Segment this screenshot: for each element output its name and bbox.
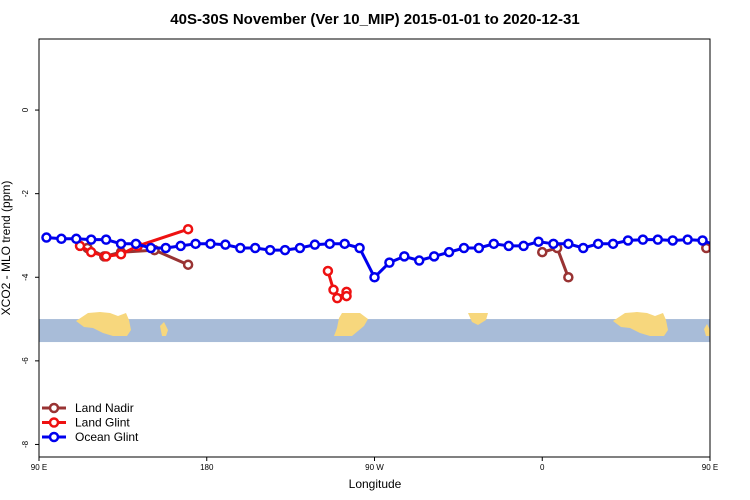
australia-landmass xyxy=(76,312,131,336)
data-point xyxy=(100,234,112,245)
series-land-glint xyxy=(74,223,710,304)
data-point xyxy=(384,257,395,268)
legend-swatch-marker xyxy=(48,431,60,443)
data-point xyxy=(548,238,559,250)
data-point xyxy=(637,234,649,245)
data-point xyxy=(220,239,231,250)
legend-item: Land Glint xyxy=(42,416,130,430)
land-shapes xyxy=(76,312,710,336)
data-point xyxy=(488,238,500,250)
new-zealand-landmass-repeat xyxy=(704,324,710,336)
data-point xyxy=(324,238,336,250)
data-point xyxy=(328,284,339,296)
chart-title: 40S-30S November (Ver 10_MIP) 2015-01-01… xyxy=(170,11,579,28)
x-axis-label: Longitude xyxy=(349,477,402,491)
data-point xyxy=(294,242,306,254)
legend-label: Ocean Glint xyxy=(75,430,139,444)
data-point xyxy=(533,236,544,247)
data-point xyxy=(331,292,343,304)
series-ocean-glint xyxy=(41,232,710,283)
data-point xyxy=(578,242,589,254)
data-point xyxy=(309,239,321,250)
series-line xyxy=(46,236,710,279)
map-strip xyxy=(39,312,710,343)
data-point xyxy=(205,238,216,250)
data-point xyxy=(85,246,97,258)
data-point xyxy=(473,242,485,254)
data-point xyxy=(182,259,194,270)
legend-item: Ocean Glint xyxy=(42,430,139,444)
data-point xyxy=(369,272,380,283)
y-tick-label: 0 xyxy=(21,107,30,112)
data-point xyxy=(592,238,604,250)
legend-item: Land Nadir xyxy=(42,401,134,415)
data-point xyxy=(41,232,52,243)
legend-label: Land Glint xyxy=(75,416,130,430)
data-point xyxy=(279,244,291,256)
data-point xyxy=(175,240,186,252)
data-point xyxy=(341,290,352,302)
ocean-band xyxy=(39,319,710,343)
y-axis-label: XCO2 - MLO trend (ppm) xyxy=(0,181,13,316)
legend-label: Land Nadir xyxy=(75,401,134,415)
data-point xyxy=(399,251,410,262)
data-point xyxy=(652,234,664,245)
data-point xyxy=(428,251,440,262)
y-tick-label: -4 xyxy=(21,273,30,281)
data-point xyxy=(563,238,574,250)
data-point xyxy=(518,240,529,252)
data-point xyxy=(100,251,112,262)
legend-swatch-marker xyxy=(48,402,60,414)
data-point xyxy=(160,242,171,254)
data-point xyxy=(264,244,276,256)
x-tick-label: 90 E xyxy=(31,463,47,472)
data-point xyxy=(622,235,634,246)
series-layer xyxy=(41,223,710,304)
x-tick-label: 90 W xyxy=(365,463,384,472)
south-america-landmass xyxy=(334,313,368,336)
data-point xyxy=(235,242,246,254)
data-point xyxy=(503,240,514,252)
data-point xyxy=(667,235,678,246)
data-point xyxy=(130,238,142,250)
y-tick-label: -8 xyxy=(21,440,30,448)
data-point xyxy=(145,242,157,254)
data-point xyxy=(537,246,548,258)
data-point xyxy=(354,242,365,254)
x-tick-label: 180 xyxy=(200,463,214,472)
x-tick-label: 0 xyxy=(540,463,545,472)
data-point xyxy=(115,238,127,250)
y-tick-label: -6 xyxy=(21,357,30,365)
data-point xyxy=(115,249,127,260)
australia-landmass-repeat xyxy=(613,312,668,336)
data-point xyxy=(190,238,201,250)
x-tick-label: 90 E xyxy=(702,463,718,472)
data-point xyxy=(339,238,350,250)
data-point xyxy=(443,246,455,258)
data-point xyxy=(322,265,334,277)
data-point xyxy=(563,272,574,283)
y-tick-label: -2 xyxy=(21,190,30,198)
africa-landmass xyxy=(468,313,488,325)
data-point xyxy=(413,255,425,266)
data-point xyxy=(682,234,693,245)
data-point xyxy=(249,242,261,254)
data-point xyxy=(182,223,194,235)
legend-swatch-marker xyxy=(48,417,60,428)
data-point xyxy=(697,235,708,246)
y-axis: 0 -2 -4 -6 -8 xyxy=(21,107,39,448)
data-point xyxy=(71,233,82,245)
data-point xyxy=(56,233,67,245)
data-point xyxy=(85,234,97,245)
data-point xyxy=(458,242,470,254)
data-point xyxy=(607,238,619,250)
new-zealand-landmass xyxy=(160,322,168,336)
